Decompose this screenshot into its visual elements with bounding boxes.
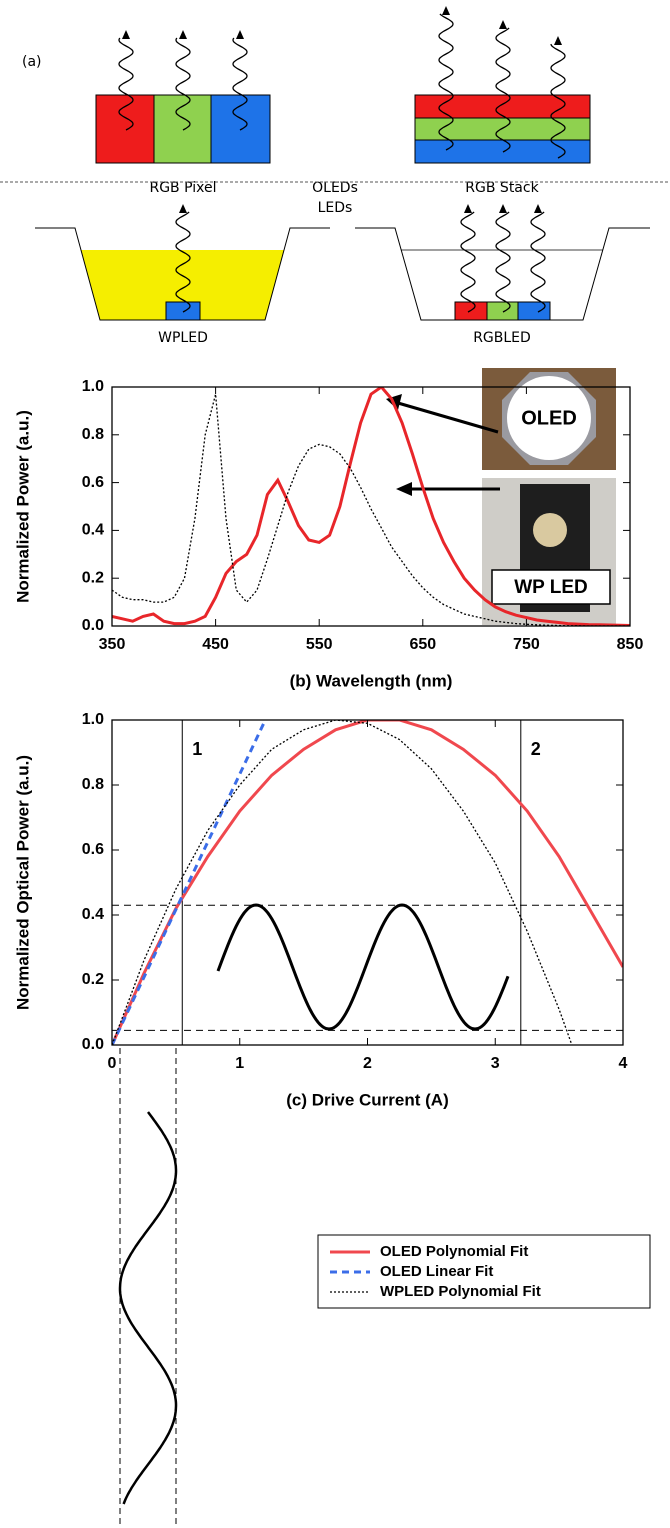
wave [495,27,511,153]
wave-head [442,6,450,15]
series-line [112,394,630,626]
wave-head [236,30,244,39]
series-line [112,720,267,1045]
red-subpixel [95,94,155,164]
y-tick-label: 0.6 [82,474,104,491]
wave [118,37,134,131]
x-tick-label: 4 [619,1055,628,1072]
x-tick-label: 550 [306,636,333,653]
legend-box [317,1234,651,1309]
arrow [397,401,499,434]
y-axis-label: Normalized Optical Power (a.u.) [13,755,32,1010]
wpled-photo-label: WP LED [514,577,588,598]
y-tick-label: 0.6 [82,841,104,858]
modulation-input [118,1111,178,1505]
wave-head [534,204,542,213]
x-tick-label: 0 [108,1055,117,1072]
blue-chip [517,301,551,321]
y-tick-label: 0.8 [82,776,104,793]
y-tick-label: 0.0 [82,617,104,634]
blue-chip [165,301,201,321]
x-tick-label: 450 [202,636,229,653]
x-axis-label: (b) Wavelength (nm) [290,671,453,690]
emission-arrows [118,6,566,313]
panel-label: (a) [22,54,42,70]
green-subpixel [153,94,212,164]
y-tick-label: 1.0 [82,711,104,728]
wave [175,211,191,313]
wpled-chip [533,513,567,547]
modulation-output [216,903,510,1031]
y-tick-label: 1.0 [82,378,104,395]
y-tick-label: 0.4 [82,906,104,923]
legend-label: WPLED Polynomial Fit [380,1283,541,1300]
wave [175,37,191,131]
wpled-label: WPLED [158,330,208,346]
wave-head [122,30,130,39]
oled-photo-label: OLED [521,407,577,429]
series-line [112,720,623,1045]
rgbled-label: RGBLED [473,330,531,346]
green-chip [486,301,519,321]
x-tick-label: 750 [513,636,540,653]
wave [550,43,566,159]
reference-label: 2 [531,739,541,759]
arrow-head [396,482,412,496]
wave-head [499,20,507,29]
oled-light [507,376,591,460]
series-line [112,720,573,1045]
legend-label: OLED Polynomial Fit [380,1243,528,1260]
reference-label: 1 [192,739,202,759]
wave [495,211,511,313]
wave [232,37,248,131]
photo-insets: OLED WP LED [386,368,616,625]
legend-label: OLED Linear Fit [380,1263,493,1280]
x-tick-label: 3 [491,1055,500,1072]
blue-layer [414,139,591,164]
plot-frame [111,386,631,627]
y-tick-label: 0.0 [82,1036,104,1053]
phosphor [81,250,284,320]
led-label: LEDs [318,200,353,216]
y-axis-label: Normalized Power (a.u.) [13,410,32,603]
x-tick-label: 2 [363,1055,372,1072]
y-tick-label: 0.4 [82,522,104,539]
x-tick-label: 350 [99,636,126,653]
rgb-pixel-label: RGB Pixel [149,180,216,196]
wave-head [179,204,187,213]
wave [460,211,476,313]
x-tick-label: 850 [617,636,644,653]
panel-a: (a) RGB Pixel OLEDs RGB Stack LEDs WPLED… [0,6,670,346]
y-tick-label: 0.8 [82,426,104,443]
x-tick-label: 650 [409,636,436,653]
oled-label: OLEDs [312,180,358,196]
wave [530,211,546,313]
wpled-label-box [491,569,611,605]
x-axis-label: (c) Drive Current (A) [286,1090,448,1109]
wave [438,13,454,151]
wave-head [179,30,187,39]
modulation-illustrations [118,903,510,1528]
series-line [112,387,630,626]
wave-head [554,36,562,45]
y-tick-label: 0.2 [82,971,104,988]
y-tick-label: 0.2 [82,569,104,586]
x-tick-label: 1 [235,1055,244,1072]
rgb-stack-label: RGB Stack [465,180,539,196]
wave-head [499,204,507,213]
plot-frame [111,719,624,1046]
wave-head [464,204,472,213]
